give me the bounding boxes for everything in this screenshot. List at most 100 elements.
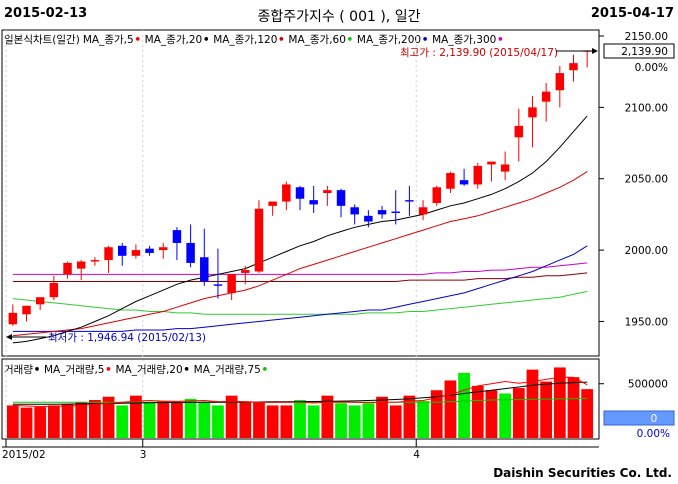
volume-bar[interactable] (540, 381, 553, 438)
candle-body[interactable] (117, 245, 127, 256)
high-annotation: 최고가 : 2,139.90 (2015/04/17) (400, 47, 558, 59)
candle-body[interactable] (49, 282, 59, 298)
candle-body[interactable] (295, 187, 305, 199)
volume-bar[interactable] (280, 405, 293, 438)
volume-bar[interactable] (376, 396, 388, 438)
volume-bar[interactable] (6, 405, 19, 438)
volume-bar[interactable] (294, 400, 306, 438)
candle-body[interactable] (200, 257, 209, 282)
volume-bar[interactable] (47, 405, 60, 438)
volume-bar[interactable] (225, 395, 238, 438)
volume-bar[interactable] (102, 396, 115, 438)
candle-body[interactable] (391, 211, 400, 213)
candle-body[interactable] (487, 161, 496, 165)
volume-bars[interactable] (6, 367, 594, 438)
price-legend-item: MA_종가,300• (432, 34, 504, 46)
ma-line-ma200 (12, 245, 588, 332)
volume-bar[interactable] (403, 395, 416, 438)
volume-bar[interactable] (348, 405, 361, 438)
candle-body[interactable] (172, 230, 182, 243)
candle-body[interactable] (418, 207, 428, 215)
date-tick-label: 4 (413, 449, 420, 461)
volume-bar[interactable] (485, 390, 498, 438)
candle-body[interactable] (473, 165, 483, 185)
volume-bar[interactable] (389, 405, 402, 438)
candle-body[interactable] (350, 207, 359, 215)
volume-bar[interactable] (335, 403, 347, 438)
candle-body[interactable] (446, 173, 455, 189)
candle-body[interactable] (459, 180, 469, 185)
volume-bar[interactable] (20, 407, 33, 438)
volume-bar[interactable] (307, 405, 320, 438)
current-value-box (603, 43, 675, 59)
volume-bar[interactable] (75, 402, 88, 438)
volume-bar[interactable] (184, 398, 197, 438)
volume-bar[interactable] (444, 380, 457, 438)
volume-bar[interactable] (143, 402, 156, 438)
volume-bar[interactable] (253, 402, 265, 438)
candle-body[interactable] (227, 274, 236, 293)
volume-bar[interactable] (526, 369, 539, 438)
volume-bar[interactable] (212, 405, 224, 438)
candle-body[interactable] (104, 247, 113, 261)
price-panel-frame (1, 29, 600, 357)
volume-bar[interactable] (417, 401, 429, 438)
candle-body[interactable] (76, 261, 86, 269)
candle-body[interactable] (186, 242, 195, 263)
volume-bar[interactable] (512, 388, 525, 438)
candle-body[interactable] (405, 200, 414, 202)
volume-bar[interactable] (34, 407, 47, 438)
candle-body[interactable] (90, 260, 100, 262)
volume-bar[interactable] (89, 400, 101, 438)
candle-body[interactable] (541, 91, 551, 102)
legend-color-dot-icon: • (134, 34, 142, 46)
volume-bar[interactable] (553, 367, 566, 438)
candle-body[interactable] (569, 63, 578, 71)
volume-bar[interactable] (471, 385, 484, 438)
volume-bar[interactable] (266, 405, 279, 438)
volume-bar[interactable] (499, 393, 511, 438)
volume-bar[interactable] (581, 389, 594, 438)
volume-bar[interactable] (171, 402, 183, 438)
volume-bar[interactable] (157, 401, 170, 438)
candle-body[interactable] (282, 184, 291, 202)
volume-bar[interactable] (130, 395, 142, 438)
candle-body[interactable] (22, 305, 31, 315)
volume-moving-averages (12, 376, 588, 408)
candle-body[interactable] (309, 200, 318, 205)
candle-body[interactable] (364, 215, 373, 222)
candle-body[interactable] (323, 190, 332, 193)
candle-body[interactable] (213, 284, 223, 286)
volume-bar[interactable] (458, 372, 470, 438)
candle-body[interactable] (500, 164, 510, 172)
candle-body[interactable] (528, 107, 537, 118)
volume-bar[interactable] (430, 390, 443, 438)
candle-body[interactable] (131, 250, 141, 256)
candle-body[interactable] (514, 125, 524, 138)
volume-bar[interactable] (567, 377, 580, 438)
volume-bar[interactable] (239, 402, 252, 438)
candle-body[interactable] (145, 248, 154, 253)
candle-body[interactable] (63, 262, 72, 275)
chart-header: 2015-02-13 종합주가지수 ( 001 ), 일간 2015-04-17 (0, 0, 678, 30)
volume-bar[interactable] (321, 395, 334, 438)
low-annotation: 최저가 : 1,946.94 (2015/02/13) (48, 332, 206, 344)
candle-body[interactable] (555, 73, 565, 91)
candle-body[interactable] (377, 210, 387, 215)
volume-bar[interactable] (116, 405, 129, 438)
volume-bar[interactable] (61, 404, 74, 438)
start-date: 2015-02-13 (4, 6, 88, 21)
candle-body[interactable] (432, 187, 441, 203)
candle-body[interactable] (8, 312, 18, 325)
volume-bar[interactable] (362, 403, 375, 438)
candle-body[interactable] (268, 201, 277, 206)
candle-body[interactable] (241, 270, 250, 273)
candle-body[interactable] (336, 190, 346, 206)
volume-bar[interactable] (198, 402, 211, 438)
candle-body[interactable] (35, 297, 45, 305)
candle-body[interactable] (159, 247, 168, 251)
candlesticks[interactable] (8, 50, 592, 326)
candle-body[interactable] (254, 208, 264, 272)
legend-color-dot-icon: • (105, 364, 112, 376)
